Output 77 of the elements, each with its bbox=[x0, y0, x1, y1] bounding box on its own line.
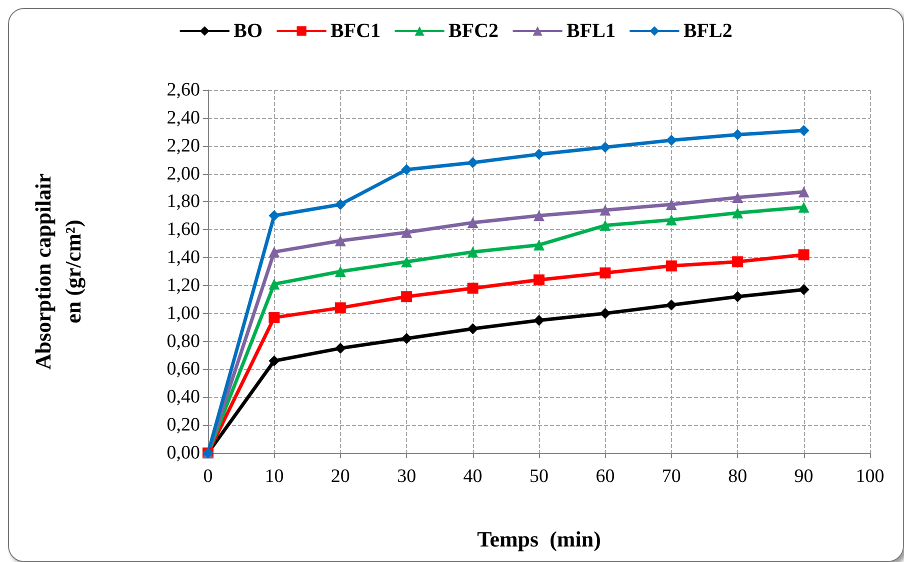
point bbox=[600, 142, 611, 153]
point bbox=[268, 278, 280, 290]
point bbox=[600, 267, 611, 278]
point bbox=[666, 214, 677, 226]
y-tick-label: 2,00 bbox=[166, 163, 200, 184]
point bbox=[666, 134, 677, 146]
legend-label: BFC1 bbox=[330, 20, 381, 42]
x-tick-label: 0 bbox=[203, 466, 213, 487]
point bbox=[798, 249, 810, 260]
point bbox=[666, 300, 677, 311]
point bbox=[268, 355, 280, 366]
point bbox=[732, 192, 744, 204]
point bbox=[467, 246, 478, 258]
point bbox=[732, 256, 744, 268]
point bbox=[798, 124, 810, 136]
point bbox=[534, 274, 544, 286]
y-tick-label: 2,40 bbox=[166, 107, 200, 128]
point bbox=[401, 164, 412, 176]
point bbox=[600, 308, 611, 319]
y-tick-label: 2,20 bbox=[166, 135, 200, 156]
x-tick-label: 100 bbox=[856, 466, 884, 487]
point bbox=[732, 129, 744, 140]
point bbox=[534, 239, 544, 250]
point bbox=[600, 204, 611, 216]
point bbox=[334, 342, 346, 354]
point bbox=[334, 302, 346, 314]
point bbox=[401, 333, 412, 344]
point bbox=[334, 235, 346, 246]
point bbox=[732, 291, 744, 302]
point bbox=[467, 323, 478, 334]
point bbox=[798, 186, 810, 198]
point bbox=[467, 282, 478, 294]
y-tick-label: 1,00 bbox=[166, 302, 200, 324]
point bbox=[534, 210, 544, 222]
legend-label: BFC2 bbox=[448, 20, 499, 42]
point bbox=[401, 256, 412, 268]
x-tick-label: 30 bbox=[397, 466, 416, 487]
legend-label: BO bbox=[234, 20, 263, 42]
point bbox=[732, 207, 744, 218]
point bbox=[798, 284, 810, 296]
x-tick-label: 40 bbox=[463, 466, 482, 487]
point bbox=[268, 312, 280, 324]
y-axis-title: Absorption cappilair en (gr/cm²) bbox=[30, 173, 86, 370]
x-tick-label: 50 bbox=[530, 466, 548, 487]
point bbox=[467, 157, 478, 168]
y-tick-label: 0,80 bbox=[166, 330, 200, 352]
x-tick-label: 80 bbox=[728, 466, 748, 487]
point bbox=[534, 148, 544, 160]
point bbox=[401, 291, 412, 302]
x-tick-label: 90 bbox=[794, 466, 814, 487]
point bbox=[534, 314, 544, 326]
point bbox=[467, 217, 478, 228]
point bbox=[666, 198, 677, 210]
y-tick-label: 0,60 bbox=[166, 358, 200, 380]
point bbox=[798, 202, 810, 213]
legend-label: BFL2 bbox=[683, 20, 732, 42]
point bbox=[334, 198, 346, 210]
point bbox=[401, 226, 412, 238]
y-tick-label: 1,60 bbox=[166, 219, 200, 240]
x-tick-label: 20 bbox=[330, 466, 350, 487]
point bbox=[334, 266, 346, 277]
legend-label: BFL1 bbox=[566, 20, 616, 42]
x-tick-label: 60 bbox=[596, 466, 615, 487]
y-tick-label: 1,20 bbox=[166, 274, 200, 296]
x-tick-label: 10 bbox=[264, 466, 284, 487]
point bbox=[666, 260, 677, 272]
point bbox=[268, 210, 280, 222]
y-tick-label: 0,20 bbox=[166, 414, 200, 436]
y-tick-label: 0,00 bbox=[166, 442, 200, 464]
x-axis-title: Temps (min) bbox=[477, 526, 601, 552]
y-tick-label: 0,40 bbox=[166, 386, 200, 408]
point bbox=[600, 220, 611, 231]
y-tick-label: 1,80 bbox=[166, 191, 200, 212]
y-tick-label: 2,60 bbox=[166, 80, 200, 100]
y-tick-label: 1,40 bbox=[166, 247, 200, 268]
x-tick-label: 70 bbox=[662, 466, 681, 487]
point bbox=[268, 246, 280, 258]
